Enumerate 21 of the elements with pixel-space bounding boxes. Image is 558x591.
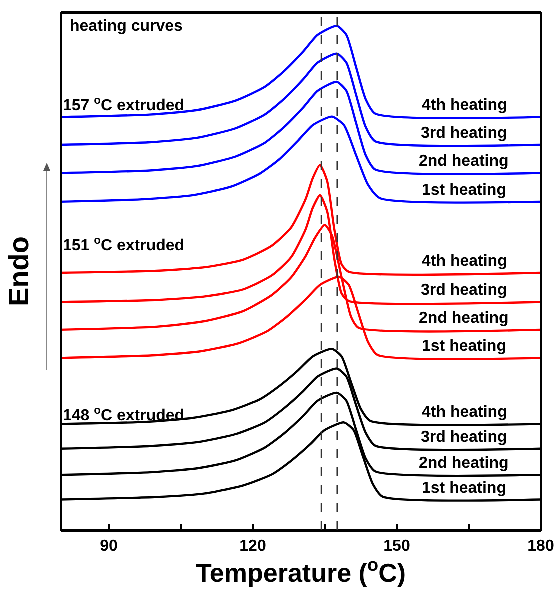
x-tick-label: 180 [528,538,554,556]
series-label: 3rd heating [421,125,508,142]
series-label: 3rd heating [421,282,508,299]
series-label: 1st heating [422,182,506,199]
annotation: heating curves [70,18,184,35]
series-label: 4th heating [422,253,508,270]
y-axis-title: Endo [4,236,35,306]
x-tick-label: 150 [384,538,410,556]
series-label: 4th heating [422,404,508,421]
series-label: 1st heating [422,480,506,497]
x-tick-label: 90 [100,538,118,556]
series-label: 2nd heating [419,310,509,327]
annotation: 157 $^{o}$C extruded [63,95,185,115]
series-label: 2nd heating [419,153,509,170]
x-axis-title: Temperature ($^{o}$C) [196,555,406,588]
annotation: 151 $^{o}$C extruded [63,235,185,255]
x-tick-label: 120 [240,538,266,556]
series-label: 4th heating [422,97,508,114]
series-label: 3rd heating [421,429,508,446]
series-label: 2nd heating [419,455,509,472]
series-label: 1st heating [422,338,506,355]
